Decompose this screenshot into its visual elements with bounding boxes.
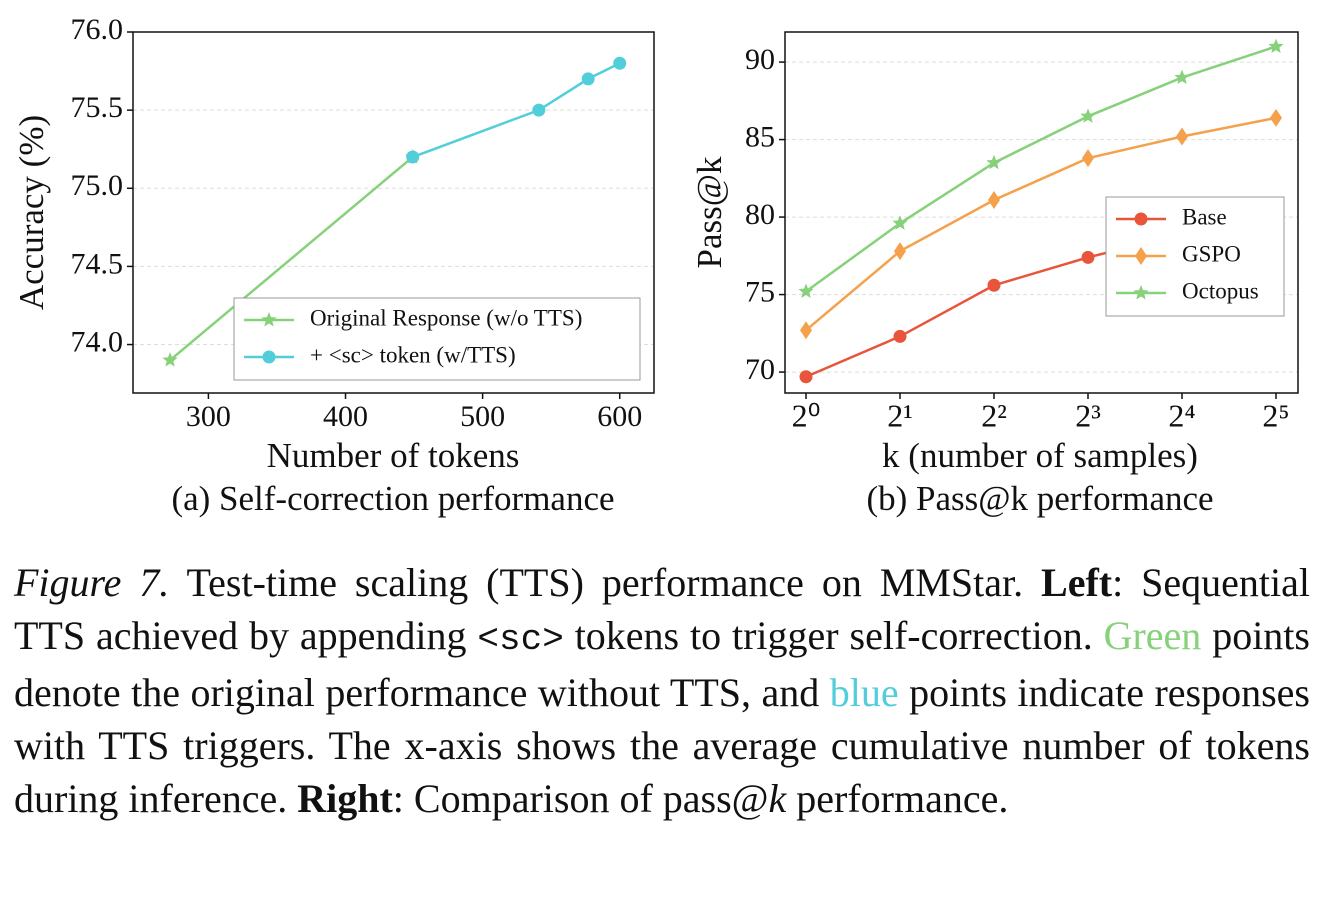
marker [262,350,276,364]
y-tick-label: 75 [745,275,775,308]
caption-label: Figure 7. [14,560,170,605]
y-tick-label: 90 [745,43,775,76]
figure: 74.0 74.5 75.0 75.5 76.0 300 400 500 600 Original… [12,13,1299,518]
x-axis-label: Number of tokens [267,436,520,475]
marker [532,103,546,117]
plot-frame [132,31,655,394]
caption-code: <sc> [477,619,564,660]
legend-box [233,297,641,381]
marker [1268,38,1284,54]
x-tick-label: 2³ [1075,397,1101,433]
marker [581,72,595,86]
x-tick-label: 2⁵ [1262,397,1289,433]
caption-text: : Sequential TTS achieved by appending [14,560,1310,658]
marker [406,150,420,164]
panel-title: (b) Pass@k performance [866,479,1213,518]
marker [798,283,814,298]
x-tick-label: 600 [597,400,642,433]
x-tick-label: 2⁴ [1168,397,1195,433]
caption-green: Green [1103,613,1202,658]
marker [1082,149,1094,168]
plot-frame [784,31,1299,394]
caption-blue: blue [829,670,899,715]
marker [162,352,178,367]
y-tick-label: 75.5 [71,91,124,124]
panel-title: (a) Self-correction performance [171,479,614,518]
y-axis-label: Pass@k [690,156,729,268]
y-tick-label: 70 [745,353,775,386]
x-tick-label: 2² [981,397,1007,433]
marker [988,191,1000,210]
series-line [169,156,414,362]
caption-text: Test-time scaling (TTS) performance on M… [169,560,1042,605]
caption-bold: Left [1041,560,1113,605]
marker [1135,247,1147,265]
series-line [805,45,1277,293]
y-tick-label: 76.0 [71,13,124,46]
caption-text: tokens to trigger self-correction. [563,613,1104,658]
marker [1134,212,1148,226]
series-line [805,116,1277,332]
series-line [412,62,621,159]
marker [893,329,907,343]
marker [1270,108,1282,127]
x-axis-label: k (number of samples) [882,436,1198,475]
marker [987,278,1001,292]
legend-label: Base [1182,204,1227,229]
caption-text: points denote the original performance w… [14,613,1310,715]
marker [261,312,277,327]
marker [1176,127,1188,146]
legend-label: + <sc> token (w/TTS) [310,342,516,367]
marker [800,321,812,340]
caption-text: performance. [786,776,1009,821]
x-tick-label: 2⁰ [792,397,821,433]
marker [1080,108,1096,123]
caption-bold: Right [297,776,393,821]
legend-label: GSPO [1182,241,1241,266]
marker [892,215,908,230]
legend-label: Octopus [1182,278,1259,303]
x-tick-label: 2¹ [887,397,913,433]
y-tick-label: 74.5 [71,247,124,280]
marker [799,370,813,384]
y-axis-label: Accuracy (%) [12,115,51,310]
marker [1133,285,1149,300]
x-tick-label: 300 [186,400,231,433]
caption-italic: k [768,776,787,821]
y-tick-label: 75.0 [71,169,124,202]
x-tick-label: 500 [460,400,505,433]
marker [613,56,627,70]
caption-text: points indicate responses with TTS trigg… [14,670,1310,821]
marker [1174,69,1190,85]
marker [894,242,906,261]
marker [1081,250,1095,264]
legend-label: Original Response (w/o TTS) [310,305,582,330]
x-tick-label: 400 [323,400,368,433]
y-tick-label: 85 [745,120,775,153]
marker [986,154,1002,170]
caption: Figure 7. Test-time scaling (TTS) perfor… [14,556,1310,825]
caption-text: : Comparison of pass@ [392,776,769,821]
y-tick-label: 74.0 [71,325,124,358]
y-tick-label: 80 [745,198,775,231]
